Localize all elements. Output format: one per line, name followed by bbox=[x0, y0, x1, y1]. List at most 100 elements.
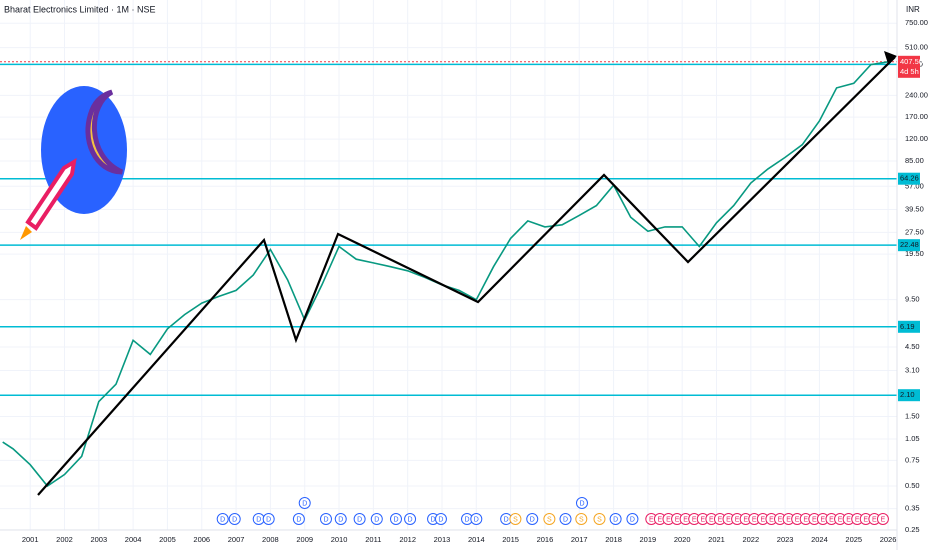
event-label: S bbox=[547, 516, 552, 523]
logo bbox=[20, 86, 127, 240]
event-marker bbox=[292, 513, 305, 525]
event-label: E bbox=[855, 516, 860, 523]
event-label: E bbox=[786, 516, 791, 523]
grid bbox=[0, 0, 897, 531]
x-tick-label: 2015 bbox=[502, 535, 519, 544]
event-label: S bbox=[513, 516, 518, 523]
event-label: E bbox=[692, 516, 697, 523]
event-label: E bbox=[829, 516, 834, 523]
event-label: E bbox=[881, 516, 886, 523]
y-tick-label: 1.50 bbox=[905, 411, 920, 420]
event-label: E bbox=[675, 516, 680, 523]
event-label: D bbox=[579, 500, 584, 507]
y-tick-label: 27.50 bbox=[905, 227, 924, 236]
x-tick-label: 2001 bbox=[22, 535, 39, 544]
event-label: D bbox=[438, 516, 443, 523]
event-label: D bbox=[256, 516, 261, 523]
event-marker bbox=[470, 513, 483, 525]
event-marker bbox=[404, 513, 417, 525]
event-label: E bbox=[649, 516, 654, 523]
y-tick-label: 19.50 bbox=[905, 249, 924, 258]
level-label: 2.10 bbox=[900, 390, 915, 399]
event-label: E bbox=[718, 516, 723, 523]
level-label-box bbox=[898, 239, 920, 252]
event-label: E bbox=[743, 516, 748, 523]
level-label-box bbox=[898, 172, 920, 185]
y-tick-label: 85.00 bbox=[905, 156, 924, 165]
event-label: S bbox=[597, 516, 602, 523]
event-label: D bbox=[357, 516, 362, 523]
event-label: E bbox=[700, 516, 705, 523]
event-label: E bbox=[683, 516, 688, 523]
x-tick-label: 2016 bbox=[537, 535, 554, 544]
trend-arrow bbox=[884, 51, 897, 64]
y-tick-label: 0.35 bbox=[905, 504, 920, 513]
level-label: 22.48 bbox=[900, 240, 919, 249]
event-label: D bbox=[393, 516, 398, 523]
level-label: 64.26 bbox=[900, 174, 919, 183]
y-tick-label: 57.00 bbox=[905, 181, 924, 190]
event-marker bbox=[334, 513, 347, 525]
event-label: D bbox=[302, 500, 307, 507]
event-marker bbox=[575, 513, 588, 525]
event-label: D bbox=[613, 516, 618, 523]
event-marker bbox=[319, 513, 332, 525]
x-tick-label: 2011 bbox=[365, 535, 381, 544]
y-tick-label: 170.00 bbox=[905, 112, 928, 121]
event-label: E bbox=[752, 516, 757, 523]
event-marker bbox=[228, 513, 241, 525]
event-label: E bbox=[863, 516, 868, 523]
y-tick-label: 750.00 bbox=[905, 18, 928, 27]
event-label: D bbox=[323, 516, 328, 523]
chart-title: Bharat Electronics Limited · 1M · NSE bbox=[4, 4, 156, 14]
event-marker bbox=[526, 513, 539, 525]
x-tick-label: 2003 bbox=[90, 535, 107, 544]
event-label: D bbox=[504, 516, 509, 523]
event-label: D bbox=[474, 516, 479, 523]
x-tick-label: 2009 bbox=[296, 535, 313, 544]
x-tick-label: 2013 bbox=[434, 535, 451, 544]
y-tick-label: 0.75 bbox=[905, 455, 920, 464]
x-tick-label: 2012 bbox=[399, 535, 416, 544]
event-label: D bbox=[630, 516, 635, 523]
x-tick-label: 2008 bbox=[262, 535, 279, 544]
level-label: 6.19 bbox=[900, 322, 915, 331]
event-label: D bbox=[374, 516, 379, 523]
logo-rocket bbox=[25, 158, 77, 231]
levels bbox=[0, 61, 897, 396]
event-label: E bbox=[778, 516, 783, 523]
x-tick-label: 2006 bbox=[193, 535, 210, 544]
x-tick-label: 2022 bbox=[742, 535, 759, 544]
event-marker bbox=[262, 513, 275, 525]
event-label: D bbox=[563, 516, 568, 523]
level-label-box bbox=[898, 320, 920, 333]
event-marker bbox=[216, 513, 229, 525]
x-tick-label: 2017 bbox=[571, 535, 588, 544]
event-label: E bbox=[769, 516, 774, 523]
event-label: E bbox=[760, 516, 765, 523]
y-tick-label: 120.00 bbox=[905, 134, 928, 143]
logo-moon bbox=[85, 89, 124, 175]
event-label: E bbox=[838, 516, 843, 523]
countdown: 4d 5h bbox=[900, 67, 919, 76]
event-label: D bbox=[464, 516, 469, 523]
event-marker bbox=[609, 513, 622, 525]
event-marker bbox=[626, 513, 639, 525]
y-tick-label: 1.05 bbox=[905, 434, 920, 443]
x-tick-label: 2014 bbox=[468, 535, 485, 544]
y-tick-label: 9.50 bbox=[905, 295, 920, 304]
event-marker bbox=[876, 513, 889, 525]
last-price-label: 407.50 bbox=[900, 57, 923, 66]
y-tick-label: 39.50 bbox=[905, 204, 924, 213]
level-label-box bbox=[898, 389, 920, 402]
x-tick-label: 2010 bbox=[331, 535, 348, 544]
x-tick-label: 2020 bbox=[674, 535, 691, 544]
currency: INR bbox=[906, 5, 920, 14]
event-label: E bbox=[821, 516, 826, 523]
event-label: E bbox=[795, 516, 800, 523]
event-marker bbox=[575, 497, 588, 509]
x-tick-label: 2023 bbox=[777, 535, 794, 544]
event-marker bbox=[543, 513, 556, 525]
